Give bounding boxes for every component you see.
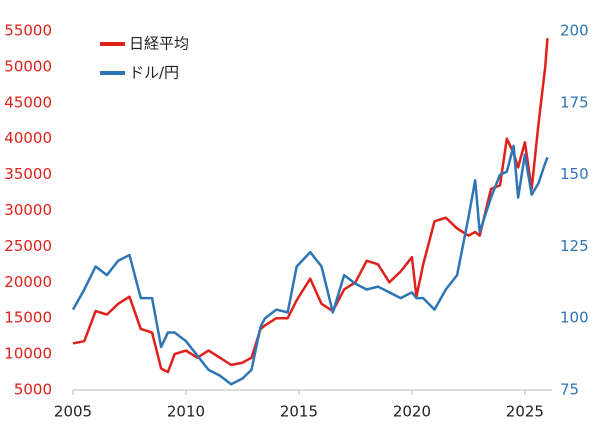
y-tick-label: 40000 — [4, 129, 52, 147]
x-tick-label: 2025 — [506, 403, 544, 421]
y-tick-label: 55000 — [4, 22, 52, 40]
y-tick-label: 50000 — [4, 57, 52, 75]
y2-tick-label: 200 — [560, 22, 589, 40]
y-tick-label: 30000 — [4, 201, 52, 219]
legend-label: ドル/円 — [129, 64, 179, 82]
x-tick-label: 2020 — [393, 403, 431, 421]
y-tick-label: 15000 — [4, 309, 52, 327]
y-tick-label: 20000 — [4, 273, 52, 291]
y-tick-label: 5000 — [14, 381, 52, 399]
x-tick-label: 2015 — [280, 403, 318, 421]
y-tick-label: 10000 — [4, 345, 52, 363]
y-tick-label: 25000 — [4, 237, 52, 255]
y-tick-label: 45000 — [4, 93, 52, 111]
y2-tick-label: 125 — [560, 237, 589, 255]
x-tick-label: 2010 — [167, 403, 205, 421]
legend-label: 日経平均 — [129, 35, 189, 53]
series-line — [71, 144, 549, 386]
y2-tick-label: 100 — [560, 309, 589, 327]
x-tick-label: 2005 — [54, 403, 92, 421]
y-tick-label: 35000 — [4, 165, 52, 183]
y2-tick-label: 75 — [560, 381, 579, 399]
y2-tick-label: 175 — [560, 93, 589, 111]
y2-tick-label: 150 — [560, 165, 589, 183]
